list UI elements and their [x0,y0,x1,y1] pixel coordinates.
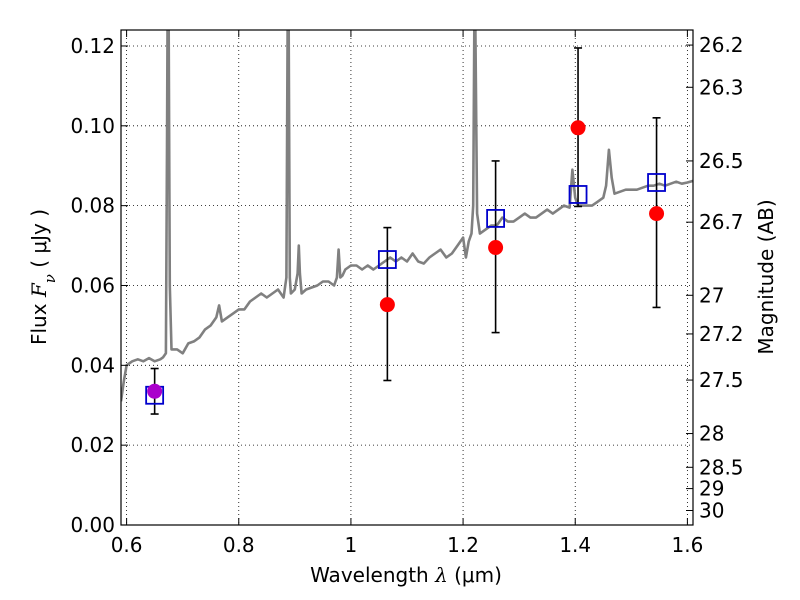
observed-point [379,297,395,313]
plot-frame [120,29,694,526]
mag-tick-label: 27.2 [699,322,744,346]
y-axis-title-text: Flux [27,297,51,345]
y-axis-title-symbol: F [27,282,51,298]
y-axis-right-title: Magnitude (AB) [754,199,778,354]
mag-tick-label: 26.3 [699,75,744,99]
model-spectrum-line [121,30,693,402]
mag-tick-label: 26.5 [699,149,744,173]
x-axis-title-symbol: λ [434,563,448,587]
mag-tick-label: 28 [699,422,724,446]
x-axis-title-text: Wavelength [310,563,435,587]
model-photometry-point [377,250,397,269]
observed-point [488,240,504,256]
x-tick-label: 0.8 [223,533,255,557]
mag-tick-label: 30 [699,499,724,523]
x-tick-label: 0.6 [111,533,143,557]
x-tick-label: 1 [345,533,358,557]
y-tick-label: 0.08 [70,194,115,218]
y-tick-label: 0.12 [70,34,115,58]
y-tick-label: 0.10 [70,114,115,138]
x-axis-title-unit: (μm) [448,563,502,587]
y-axis-title-unit: ( μJy ) [27,209,51,274]
x-tick-label: 1.2 [447,533,479,557]
mag-tick-label: 29 [699,477,724,501]
plot-area [121,30,693,525]
mag-tick-label: 26.2 [699,33,744,57]
observed-point-first [147,383,163,399]
observed-point [570,120,586,136]
x-axis-title: Wavelength λ (μm) [310,563,502,587]
y-tick-label: 0.06 [70,273,115,297]
model-photometry-point [647,173,666,192]
y-tick-label: 0.00 [70,513,115,537]
marker-layer [145,47,666,415]
x-tick-label: 1.4 [559,533,591,557]
model-photometry-point [486,209,506,228]
mag-tick-label: 28.5 [699,455,744,479]
mag-tick-label: 26.7 [699,210,744,234]
ticks: 0.6 0.8 1 1.2 1.4 1.6 0.00 0.02 0.04 0.06 0.08 0.10… [70,30,744,557]
y-tick-label: 0.02 [70,433,115,457]
observed-point [649,206,665,222]
y-axis-title: Flux Fν ( μJy ) [27,209,59,345]
y-axis-title-subscript: ν [41,274,59,283]
data-layer [121,30,693,402]
x-tick-label: 1.6 [671,533,703,557]
model-photometry-point [568,185,588,204]
y-tick-label: 0.04 [70,353,115,377]
mag-tick-label: 27.5 [699,368,744,392]
mag-tick-label: 27 [699,283,724,307]
